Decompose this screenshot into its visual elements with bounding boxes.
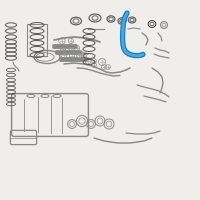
Bar <box>27 24 47 56</box>
